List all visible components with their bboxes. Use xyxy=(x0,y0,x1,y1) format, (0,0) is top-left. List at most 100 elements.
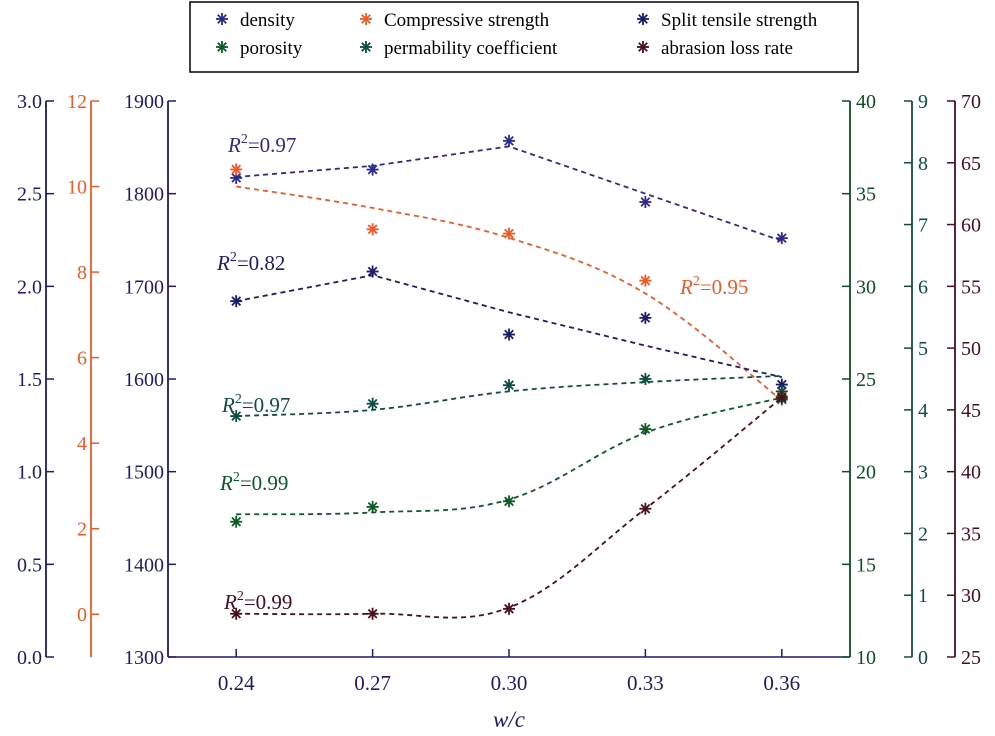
y-tick-label-comp: 0 xyxy=(77,604,87,626)
y-tick-label-comp: 8 xyxy=(77,262,87,284)
fit-line-density xyxy=(236,145,783,242)
y-tick-label-abr: 40 xyxy=(961,462,981,484)
legend-marker-porosity xyxy=(216,41,228,53)
x-tick-label: 0.30 xyxy=(491,671,528,695)
y-tick-label-poro: 15 xyxy=(856,554,876,576)
y-tick-label-dens: 1600 xyxy=(124,369,164,391)
y-tick-label-dens: 1300 xyxy=(124,647,164,669)
y-axis-comp: 0 2 4 6 8 10 12 xyxy=(67,91,99,657)
y-tick-label-abr: 70 xyxy=(961,91,981,113)
axes: 0.00.51.01.52.02.53.00246810121300140015… xyxy=(17,91,981,732)
point-permability-coefficient xyxy=(366,397,379,410)
r2-label-density: R2=0.97 xyxy=(227,132,296,157)
y-tick-label-abr: 55 xyxy=(961,276,981,298)
legend-label-compressive-strength: Compressive strength xyxy=(384,10,550,31)
y-tick-label-dens: 1700 xyxy=(124,276,164,298)
point-permability-coefficient xyxy=(503,379,515,392)
point-density xyxy=(775,232,788,245)
annotations: R2=0.97 R2=0.82 R2=0.95 R2=0.97 R2=0.99 R2=0.… xyxy=(216,132,748,614)
x-tick-label: 0.36 xyxy=(763,671,800,695)
y-tick-label-abr: 35 xyxy=(961,523,981,545)
y-tick-label-perm: 6 xyxy=(918,276,928,298)
x-tick-label: 0.27 xyxy=(354,671,391,695)
y-tick-label-perm: 5 xyxy=(918,338,928,360)
y-tick-label-split: 2.0 xyxy=(17,276,42,298)
y-tick-label-perm: 0 xyxy=(918,647,928,669)
point-compressive-strength xyxy=(366,223,379,236)
y-tick-label-abr: 65 xyxy=(961,153,981,175)
point-density xyxy=(503,134,515,147)
x-axis-label: w/c xyxy=(493,707,525,732)
y-tick-label-comp: 12 xyxy=(67,91,87,113)
point-porosity xyxy=(230,515,243,528)
r2-label-split-tensile-strength: R2=0.82 xyxy=(216,250,285,275)
point-compressive-strength xyxy=(639,274,652,287)
y-axis-split: 0.0 0.5 1.0 1.5 2.0 2.5 3.0 xyxy=(17,91,54,669)
point-abrasion-loss-rate xyxy=(230,607,243,620)
y-tick-label-dens: 1500 xyxy=(124,462,164,484)
point-density xyxy=(230,171,243,184)
x-tick-label: 0.24 xyxy=(218,671,255,695)
y-tick-label-abr: 30 xyxy=(961,585,981,607)
fit-line-compressive-strength xyxy=(236,185,783,402)
legend-marker-density xyxy=(216,13,228,25)
legend-marker-split-tensile-strength xyxy=(637,13,649,25)
legend-marker-compressive-strength xyxy=(360,13,372,25)
y-tick-label-poro: 40 xyxy=(856,91,876,113)
fit-line-permability-coefficient xyxy=(236,375,782,417)
y-tick-label-split: 1.0 xyxy=(17,462,42,484)
legend-marker-permability-coefficient xyxy=(360,41,372,53)
r2-label-permability-coefficient: R2=0.97 xyxy=(221,392,290,417)
y-tick-label-split: 0.0 xyxy=(17,647,42,669)
y-tick-label-perm: 2 xyxy=(918,523,928,545)
y-tick-label-poro: 35 xyxy=(856,184,876,206)
x-tick-label: 0.33 xyxy=(627,671,664,695)
y-tick-label-comp: 2 xyxy=(77,519,87,541)
y-tick-label-perm: 1 xyxy=(918,585,928,607)
y-tick-label-perm: 4 xyxy=(918,400,928,422)
legend-marker-abrasion-loss-rate xyxy=(637,41,649,53)
y-tick-label-poro: 20 xyxy=(856,462,876,484)
y-axis-poro: 10 15 20 25 30 35 40 xyxy=(842,91,876,669)
point-porosity xyxy=(639,423,652,436)
point-porosity xyxy=(366,500,379,513)
y-axis-perm: 0 1 2 3 4 5 6 7 8 9 xyxy=(904,91,928,669)
point-split-tensile-strength xyxy=(230,295,243,308)
legend-label-split-tensile-strength: Split tensile strength xyxy=(661,10,818,31)
point-porosity xyxy=(503,495,515,508)
y-tick-label-dens: 1400 xyxy=(124,554,164,576)
point-split-tensile-strength xyxy=(503,328,515,341)
point-permability-coefficient xyxy=(639,373,652,385)
point-split-tensile-strength xyxy=(366,265,379,278)
r2-label-abrasion-loss-rate: R2=0.99 xyxy=(223,589,292,614)
fit-line-split-tensile-strength xyxy=(236,274,783,379)
y-tick-label-dens: 1900 xyxy=(124,91,164,113)
y-tick-label-comp: 4 xyxy=(77,433,87,455)
r2-label-compressive-strength: R2=0.95 xyxy=(679,274,748,299)
y-tick-label-abr: 25 xyxy=(961,647,981,669)
y-tick-label-abr: 45 xyxy=(961,400,981,422)
point-abrasion-loss-rate xyxy=(639,502,652,515)
point-density xyxy=(639,196,652,209)
point-abrasion-loss-rate xyxy=(366,607,379,620)
data-points xyxy=(230,134,788,620)
y-axis-abr: 25 30 35 40 45 50 55 60 65 70 xyxy=(947,91,981,669)
legend: density Compressive strength Split tensile… xyxy=(189,1,859,73)
legend-label-porosity: porosity xyxy=(240,38,303,59)
y-tick-label-split: 1.5 xyxy=(17,369,42,391)
y-tick-label-split: 0.5 xyxy=(17,554,42,576)
y-tick-label-perm: 3 xyxy=(918,462,928,484)
y-tick-label-poro: 30 xyxy=(856,276,876,298)
r2-label-porosity: R2=0.99 xyxy=(219,470,288,495)
legend-label-permability-coefficient: permability coefficient xyxy=(384,38,558,59)
y-tick-label-perm: 9 xyxy=(918,91,928,113)
legend-label-abrasion-loss-rate: abrasion loss rate xyxy=(661,38,793,59)
y-tick-label-comp: 10 xyxy=(67,177,87,199)
point-abrasion-loss-rate xyxy=(503,602,515,615)
fit-line-abrasion-loss-rate xyxy=(236,396,783,619)
y-tick-label-comp: 6 xyxy=(77,348,87,370)
y-tick-label-split: 2.5 xyxy=(17,184,42,206)
point-compressive-strength xyxy=(230,163,243,176)
y-tick-label-poro: 25 xyxy=(856,369,876,391)
